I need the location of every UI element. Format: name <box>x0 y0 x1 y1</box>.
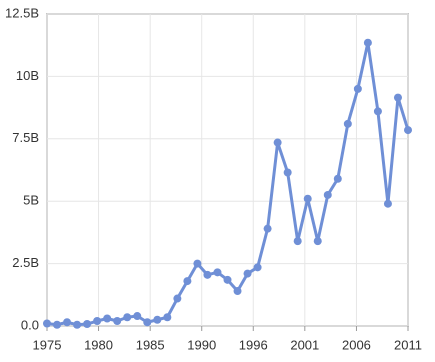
point <box>293 237 302 246</box>
point <box>173 294 182 303</box>
point <box>243 269 252 278</box>
point <box>223 275 232 284</box>
x-tick-label: 1990 <box>187 337 216 352</box>
point <box>383 199 392 208</box>
point <box>303 194 312 203</box>
y-tick-label: 7.5B <box>12 130 39 145</box>
point <box>123 313 132 322</box>
y-tick-label: 10B <box>16 68 39 83</box>
point <box>233 287 242 296</box>
y-tick-label: 0.0 <box>21 317 39 332</box>
point <box>203 270 212 279</box>
point <box>133 312 142 321</box>
point <box>273 138 282 147</box>
point <box>193 259 202 268</box>
point <box>313 237 322 246</box>
point <box>53 320 62 329</box>
point <box>213 268 222 277</box>
y-tick-label: 12.5B <box>5 5 39 20</box>
x-tick-label: 2001 <box>290 337 319 352</box>
point <box>143 318 152 327</box>
x-tick-label: 2011 <box>394 337 422 352</box>
point <box>404 126 412 135</box>
point <box>63 318 72 327</box>
point <box>103 314 112 323</box>
point <box>253 263 262 272</box>
point <box>263 224 272 233</box>
x-tick-label: 2006 <box>342 337 371 352</box>
point <box>333 174 342 183</box>
point <box>343 119 352 128</box>
point <box>353 84 362 93</box>
point <box>113 317 122 326</box>
point <box>43 319 51 328</box>
x-tick-label: 1996 <box>239 337 268 352</box>
y-tick-label: 5B <box>23 193 39 208</box>
point <box>73 320 82 329</box>
point <box>393 93 402 102</box>
point <box>163 313 172 322</box>
point <box>153 315 162 324</box>
point <box>183 277 192 286</box>
x-tick-label: 1985 <box>136 337 165 352</box>
point <box>283 168 292 177</box>
point <box>93 317 102 326</box>
point <box>83 320 92 329</box>
x-tick-label: 1975 <box>33 337 62 352</box>
point <box>373 107 382 116</box>
point <box>363 38 372 47</box>
x-tick-label: 1980 <box>84 337 113 352</box>
y-tick-label: 2.5B <box>12 255 39 270</box>
point <box>323 190 332 199</box>
